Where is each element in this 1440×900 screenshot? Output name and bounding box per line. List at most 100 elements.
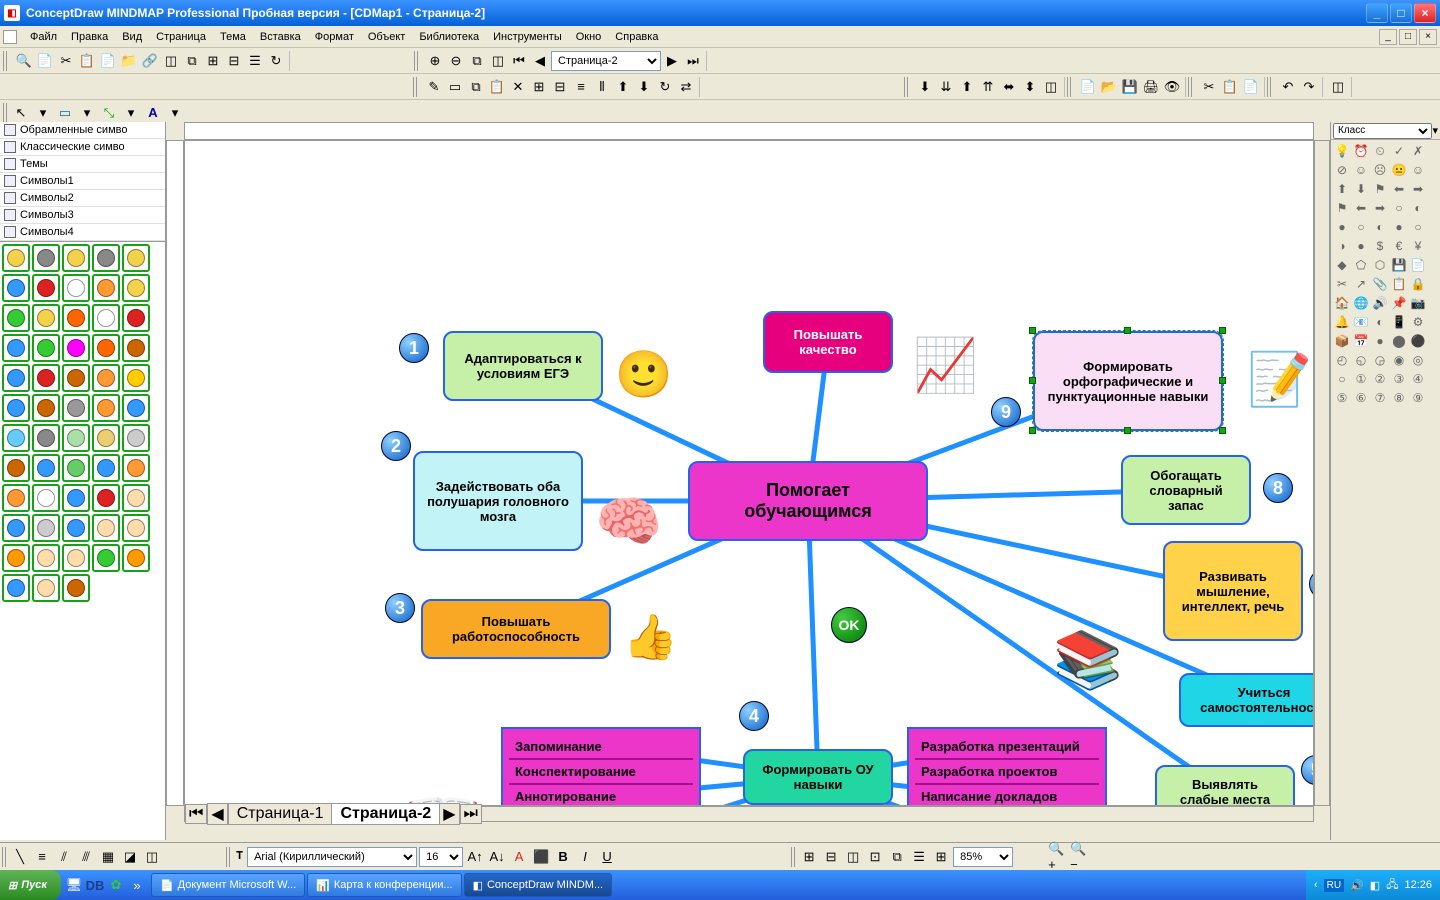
symbol-cell[interactable] [122, 304, 150, 332]
class-icon[interactable]: ⚙ [1409, 313, 1427, 331]
tb-dd2-icon[interactable]: ▾ [77, 103, 97, 123]
tb-paste3-icon[interactable]: 📄 [1241, 77, 1261, 97]
symbol-cell[interactable] [2, 304, 30, 332]
class-dropdown[interactable]: Класс [1333, 123, 1432, 139]
class-icon[interactable]: ⑧ [1390, 389, 1408, 407]
ql-db-icon[interactable]: DB [86, 876, 104, 894]
ql-more-icon[interactable]: » [128, 876, 146, 894]
tb-page-del-icon[interactable]: ⊖ [446, 51, 466, 71]
menu-page[interactable]: Страница [149, 29, 213, 45]
symbol-cell[interactable] [122, 274, 150, 302]
grip[interactable] [1067, 77, 1073, 97]
bt-fontcolor-icon[interactable]: A [509, 847, 529, 867]
symbol-cell[interactable] [62, 514, 90, 542]
tb-preview-icon[interactable]: 👁 [1162, 77, 1182, 97]
tb-t1-icon[interactable]: ⬇ [915, 77, 935, 97]
bt-v5-icon[interactable]: ⧉ [887, 847, 907, 867]
symbol-cell[interactable] [122, 364, 150, 392]
bt-v3-icon[interactable]: ◫ [843, 847, 863, 867]
mindmap-node[interactable]: Повышать работоспособность [421, 599, 611, 659]
selection-handle[interactable] [1124, 427, 1131, 434]
class-icon[interactable]: 💾 [1390, 256, 1408, 274]
selection-handle[interactable] [1124, 327, 1131, 334]
class-icon[interactable]: $ [1371, 237, 1389, 255]
tray-vol-icon[interactable]: 🔊 [1350, 879, 1364, 892]
bt-v6-icon[interactable]: ☰ [909, 847, 929, 867]
class-icon[interactable]: ◑ [1333, 237, 1351, 255]
bt-v2-icon[interactable]: ⊟ [821, 847, 841, 867]
class-icon[interactable]: ④ [1409, 370, 1427, 388]
symbol-cell[interactable] [2, 544, 30, 572]
tb-page-dup-icon[interactable]: ⧉ [467, 51, 487, 71]
bt-line2-icon[interactable]: ≡ [32, 847, 52, 867]
class-icon[interactable]: 🔒 [1409, 275, 1427, 293]
clipart-icon[interactable]: 📈 [913, 335, 978, 396]
symbol-cell[interactable] [62, 424, 90, 452]
zoom-select[interactable]: 85% [953, 847, 1013, 867]
symbol-cell[interactable] [62, 544, 90, 572]
selection-handle[interactable] [1029, 427, 1036, 434]
menu-view[interactable]: Вид [115, 29, 149, 45]
mindmap-node[interactable]: Учиться самостоятельности [1179, 673, 1314, 727]
selection-handle[interactable] [1029, 377, 1036, 384]
menu-object[interactable]: Объект [361, 29, 412, 45]
mindmap-node[interactable]: Формировать орфографические и пунктуацио… [1033, 331, 1223, 431]
symbol-cell[interactable] [32, 274, 60, 302]
class-icon[interactable]: 📧 [1352, 313, 1370, 331]
mindmap-node[interactable]: Задействовать оба полушария головного мо… [413, 451, 583, 551]
symbol-cell[interactable] [32, 364, 60, 392]
tb-align-icon[interactable]: ≡ [571, 77, 591, 97]
class-icon[interactable]: ⏰ [1352, 142, 1370, 160]
symbol-cell[interactable] [62, 454, 90, 482]
grip[interactable] [791, 847, 797, 867]
symbol-cell[interactable] [32, 244, 60, 272]
symbol-cell[interactable] [32, 574, 60, 602]
class-icon[interactable]: 📄 [1409, 256, 1427, 274]
grip[interactable] [226, 847, 232, 867]
symbol-cell[interactable] [32, 334, 60, 362]
symbol-cell[interactable] [122, 424, 150, 452]
tb-cut-icon[interactable]: ✂ [56, 51, 76, 71]
tb-dd1-icon[interactable]: ▾ [33, 103, 53, 123]
menu-window[interactable]: Окно [569, 29, 609, 45]
maximize-button[interactable]: □ [1390, 3, 1412, 23]
class-icon[interactable]: ● [1390, 218, 1408, 236]
symbol-cell[interactable] [62, 394, 90, 422]
class-icon[interactable]: ⚫ [1409, 332, 1427, 350]
tray-lang-icon[interactable]: RU [1324, 879, 1344, 892]
symbol-cell[interactable] [62, 334, 90, 362]
tab-prev[interactable]: ◀ [207, 803, 227, 825]
symbol-cell[interactable] [92, 334, 120, 362]
tb-flip-icon[interactable]: ⇄ [676, 77, 696, 97]
class-icon[interactable]: ⬅ [1390, 180, 1408, 198]
tb-print-icon[interactable]: 🖨 [1141, 77, 1161, 97]
bt-fill-icon[interactable]: ▦ [98, 847, 118, 867]
tb-open-icon[interactable]: 📂 [1099, 77, 1119, 97]
menu-insert[interactable]: Вставка [253, 29, 308, 45]
tb-t3-icon[interactable]: ⬆ [957, 77, 977, 97]
tb-link-icon[interactable]: 🔗 [140, 51, 160, 71]
symbol-cell[interactable] [32, 424, 60, 452]
scrollbar-vertical[interactable] [1314, 140, 1330, 806]
tb-branch-icon[interactable]: ⧉ [182, 51, 202, 71]
class-icon[interactable]: ● [1333, 218, 1351, 236]
class-icon[interactable]: ◵ [1352, 351, 1370, 369]
bt-fontinc-icon[interactable]: A↑ [465, 847, 485, 867]
minimize-button[interactable]: _ [1366, 3, 1388, 23]
symbol-cell[interactable] [122, 244, 150, 272]
symbol-cell[interactable] [2, 454, 30, 482]
class-icon[interactable]: ◐ [1371, 313, 1389, 331]
symbol-cell[interactable] [92, 454, 120, 482]
tb-ungroup-icon[interactable]: ⊟ [550, 77, 570, 97]
selection-handle[interactable] [1029, 327, 1036, 334]
selection-handle[interactable] [1219, 427, 1226, 434]
tb-dd3-icon[interactable]: ▾ [121, 103, 141, 123]
sub-list[interactable]: Разработка презентацийРазработка проекто… [907, 727, 1107, 806]
tb-node-icon[interactable]: ◫ [161, 51, 181, 71]
tb-pointer-icon[interactable]: ↖ [11, 103, 31, 123]
class-icon[interactable]: ○ [1409, 218, 1427, 236]
class-icon[interactable]: ⬠ [1352, 256, 1370, 274]
symbol-cell[interactable] [32, 484, 60, 512]
grip[interactable] [413, 77, 419, 97]
scrollbar-horizontal[interactable]: ⏮ ◀ Страница-1 Страница-2 ▶ ⏭ [184, 806, 1314, 822]
